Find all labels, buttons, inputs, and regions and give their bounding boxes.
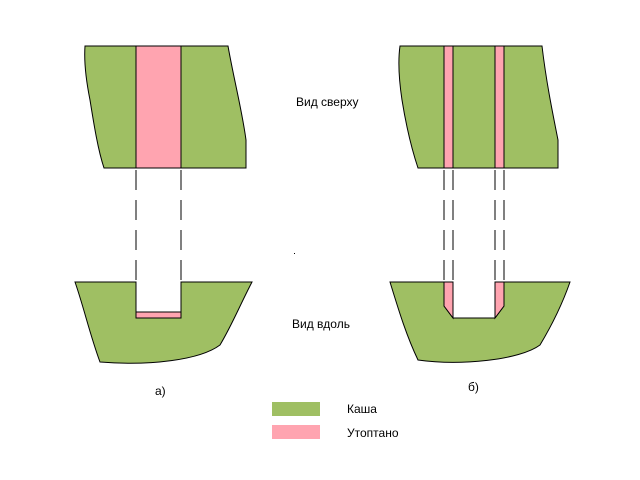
panel-b-top-packed-left	[444, 46, 453, 168]
panel-a-section-kasha	[75, 282, 252, 363]
panel-a-cross-section	[75, 282, 252, 363]
panel-b-projection-lines	[444, 170, 504, 282]
panel-a-section-packed	[136, 312, 181, 318]
top-view-label: Вид сверху	[296, 95, 359, 109]
panel-b-label: б)	[468, 380, 479, 394]
panel-b-cross-section	[390, 282, 570, 362]
side-view-label: Вид вдоль	[292, 317, 350, 331]
legend-swatch-kasha	[272, 402, 320, 416]
legend-label-utoptano: Утоптано	[347, 426, 399, 440]
panel-b-top-view	[399, 46, 558, 168]
panel-a-label: а)	[155, 384, 166, 398]
panel-a-top-view	[85, 46, 246, 168]
stray-dot	[294, 253, 295, 254]
legend-label-kasha: Каша	[347, 402, 377, 416]
panel-b-top-packed-right	[495, 46, 504, 168]
panel-b-section-kasha	[390, 282, 570, 362]
legend-swatch-utoptano	[272, 425, 320, 439]
panel-a-top-packed-strip	[136, 46, 181, 168]
panel-a-projection-lines	[136, 170, 181, 282]
panel-b-top-kasha	[399, 46, 558, 168]
